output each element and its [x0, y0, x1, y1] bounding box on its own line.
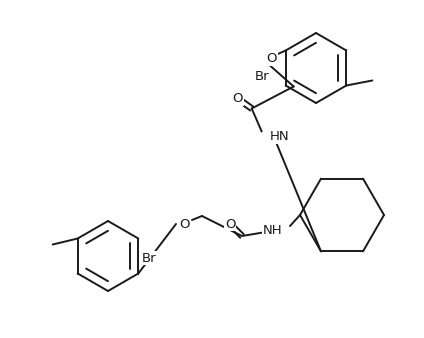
Text: O: O: [232, 92, 243, 105]
Text: HN: HN: [270, 130, 289, 143]
Text: NH: NH: [262, 224, 282, 238]
Text: O: O: [225, 217, 235, 231]
Text: Br: Br: [141, 251, 156, 265]
Text: O: O: [266, 52, 277, 65]
Text: O: O: [179, 217, 189, 231]
Text: Br: Br: [255, 70, 270, 83]
